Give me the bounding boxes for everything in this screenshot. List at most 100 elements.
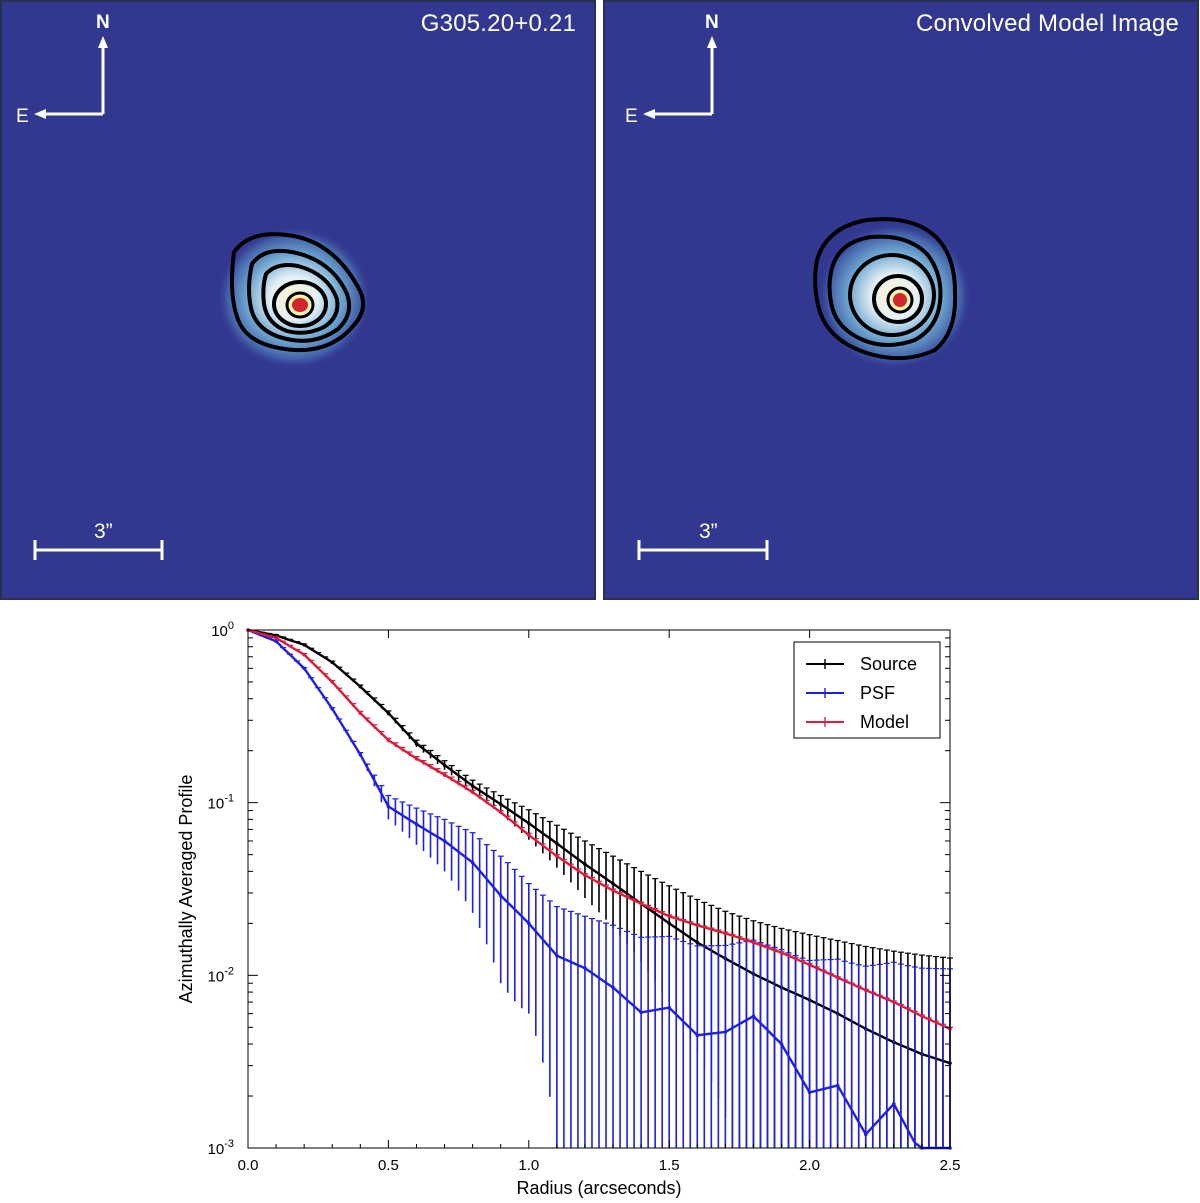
data-point	[527, 821, 531, 826]
y-axis-label: Azimuthally Averaged Profile	[176, 775, 196, 1004]
data-point	[414, 756, 419, 761]
legend: Source PSF Model	[793, 641, 941, 739]
data-point	[470, 784, 475, 788]
data-point	[442, 763, 447, 767]
north-arrowhead-icon	[98, 36, 108, 48]
legend-label: Source	[860, 654, 917, 674]
data-point	[442, 839, 447, 843]
data-point	[835, 975, 840, 980]
data-point	[386, 711, 391, 715]
data-point	[667, 921, 671, 926]
data-point	[386, 738, 391, 743]
data-point	[892, 1102, 896, 1106]
compass-north-label: N	[96, 12, 110, 33]
data-point	[807, 1090, 812, 1095]
data-point	[302, 643, 306, 647]
x-tick-label: 1.5	[659, 1157, 680, 1174]
data-point	[274, 633, 278, 638]
y-tick-label: 10-2	[208, 965, 234, 985]
contour-2	[247, 248, 352, 343]
contour-3	[261, 263, 340, 335]
compass-north-label: N	[705, 12, 719, 33]
y-tick-exponent: -2	[224, 965, 234, 977]
source-peak	[292, 298, 308, 312]
data-point	[442, 773, 447, 777]
data-point	[555, 841, 559, 846]
data-point	[583, 966, 587, 970]
data-point	[498, 802, 503, 806]
series-psf	[246, 628, 953, 1150]
legend-label: Model	[860, 712, 909, 732]
contour-4	[872, 274, 924, 324]
x-tick-label: 0.0	[238, 1157, 259, 1174]
legend-label: PSF	[860, 683, 895, 703]
data-point	[470, 790, 475, 794]
data-point	[639, 901, 643, 906]
series-line	[247, 628, 951, 1065]
east-arrowhead-icon	[643, 109, 655, 119]
contour-outer	[813, 217, 958, 361]
data-point	[695, 940, 700, 945]
data-point	[330, 660, 335, 665]
data-point	[611, 888, 615, 893]
plot-frame	[247, 629, 951, 1149]
y-tick-label: 100	[211, 620, 234, 640]
north-arrowhead-icon	[707, 36, 717, 48]
panel-title: Convolved Model Image	[915, 10, 1179, 37]
contour-3	[848, 253, 936, 337]
data-point	[386, 804, 391, 809]
data-point	[639, 1010, 643, 1015]
data-point	[723, 1030, 728, 1034]
data-point	[302, 652, 306, 657]
data-point	[751, 940, 756, 945]
data-point	[779, 1042, 784, 1046]
x-tick-label: 2.0	[799, 1157, 820, 1174]
data-point	[358, 752, 363, 757]
y-tick-exponent: 0	[228, 620, 234, 632]
x-tick-label: 0.5	[378, 1157, 399, 1174]
x-tick-label: 2.5	[940, 1157, 961, 1174]
data-point	[330, 706, 335, 711]
x-tick-label: 1.0	[518, 1157, 539, 1174]
series-line	[247, 628, 951, 1030]
data-point	[667, 914, 671, 919]
data-point	[583, 873, 587, 878]
contour-2	[827, 234, 943, 347]
data-point	[470, 860, 475, 865]
data-point	[330, 680, 335, 684]
data-point	[863, 988, 868, 993]
data-point	[667, 1005, 671, 1010]
data-point	[723, 931, 728, 936]
observed-image-canvas	[33, 36, 372, 560]
data-point	[611, 985, 615, 990]
y-tick-base: 10	[211, 623, 228, 640]
y-tick-base: 10	[208, 968, 225, 985]
data-point	[555, 854, 559, 858]
data-point	[863, 1132, 868, 1137]
data-point	[527, 921, 531, 926]
contour-4	[272, 280, 328, 328]
data-point	[527, 833, 531, 837]
x-axis-label: Radius (arcseconds)	[516, 1178, 681, 1198]
data-point	[498, 810, 503, 815]
y-tick-base: 10	[208, 1141, 225, 1158]
data-point	[695, 1033, 700, 1038]
model-image-canvas	[637, 36, 973, 560]
model-image-panel: Convolved Model Image N E 3”	[603, 0, 1199, 600]
data-point	[498, 893, 503, 898]
data-point	[274, 636, 278, 640]
compass-east-label: E	[16, 106, 29, 127]
model-peak	[893, 293, 907, 307]
data-point	[583, 862, 587, 867]
data-point	[611, 881, 615, 886]
east-arrowhead-icon	[34, 109, 46, 119]
data-point	[695, 923, 700, 928]
data-point	[807, 963, 812, 967]
panel-title: G305.20+0.21	[420, 10, 576, 37]
contour-outer	[230, 232, 366, 353]
data-point	[835, 1083, 840, 1088]
data-point	[414, 822, 419, 827]
y-tick-exponent: -1	[224, 793, 234, 805]
y-tick-exponent: -3	[224, 1138, 234, 1150]
